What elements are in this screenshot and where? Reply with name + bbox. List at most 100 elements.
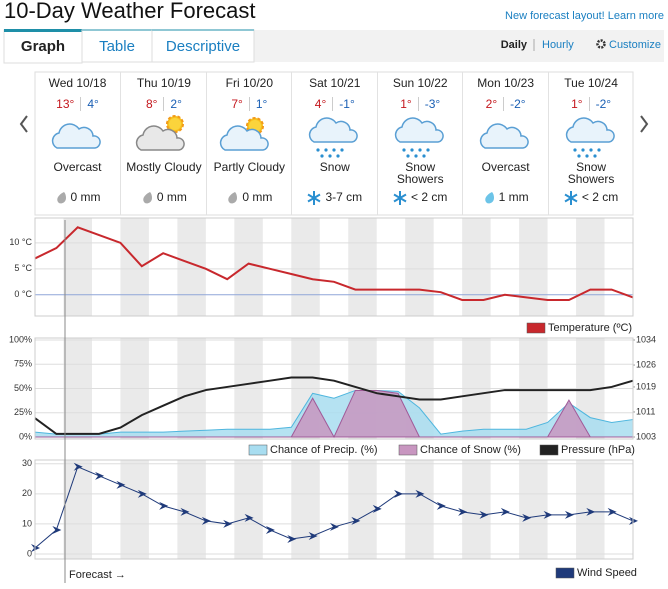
high-temp: 1° xyxy=(400,97,412,111)
condition: Overcast xyxy=(481,160,530,174)
high-temp: 4° xyxy=(314,97,327,111)
tab-bg xyxy=(81,29,153,63)
drop-icon xyxy=(228,191,238,204)
precip: 0 mm xyxy=(35,190,120,205)
wind-marker xyxy=(244,513,254,522)
temp-range: 1° -3° xyxy=(378,97,463,111)
snow-icon xyxy=(564,190,578,205)
high-temp: 2° xyxy=(485,97,498,111)
condition: Partly Cloudy xyxy=(213,160,286,174)
day-date: Thu 10/19 xyxy=(136,76,191,90)
time-band xyxy=(63,218,92,316)
legend-label: Wind Speed xyxy=(577,567,637,579)
day-column: Tue 10/24 1° -2° Snow Showers < 2 cm xyxy=(547,72,634,215)
precip-amount: 0 mm xyxy=(156,190,187,204)
snow-icon xyxy=(393,190,407,205)
wind-marker xyxy=(586,507,596,516)
condition: Overcast xyxy=(53,160,102,174)
day-date: Tue 10/24 xyxy=(564,76,618,90)
time-band xyxy=(405,460,434,559)
view-daily[interactable]: Daily xyxy=(501,39,528,51)
wind-marker xyxy=(95,471,105,480)
condition: Mostly Cloudy xyxy=(126,160,202,174)
snow-icon xyxy=(307,190,321,205)
y2-tick-label: 1026 xyxy=(636,359,656,369)
page-title: 10-Day Weather Forecast xyxy=(4,0,255,23)
wind-marker xyxy=(607,507,617,516)
tab[interactable]: Descriptive xyxy=(166,38,240,55)
plot-frame xyxy=(34,217,634,317)
plot-frame xyxy=(34,337,634,440)
plot-frame xyxy=(34,459,634,560)
tick-label: 0 °C xyxy=(14,289,32,299)
time-band xyxy=(519,460,548,559)
low-temp: -2° xyxy=(503,97,526,111)
day-date: Fri 10/20 xyxy=(225,76,274,90)
icon-wrap xyxy=(475,112,535,163)
tick-label: 10 xyxy=(22,518,32,528)
series-line xyxy=(34,226,634,301)
precip: < 2 cm xyxy=(549,190,634,205)
y2-tick-label: 1011 xyxy=(636,406,655,416)
legend-swatch xyxy=(398,444,418,456)
temp-range: 8° 2° xyxy=(121,97,206,111)
view-hourly[interactable]: Hourly xyxy=(542,39,574,51)
precip: 1 mm xyxy=(463,190,548,205)
temp-range: 7° 1° xyxy=(207,97,292,111)
next-arrow[interactable] xyxy=(640,115,649,133)
precip-amount: 1 mm xyxy=(498,190,529,204)
wind-marker xyxy=(372,504,382,513)
y2-tick-label: 1019 xyxy=(636,381,656,391)
condition: Snow Showers xyxy=(567,160,615,186)
wind-marker xyxy=(543,510,553,519)
drop-icon xyxy=(56,191,66,204)
wind-marker xyxy=(436,501,446,510)
precip-amount: < 2 cm xyxy=(411,190,448,204)
temp-range: 2° -2° xyxy=(463,97,548,111)
y2-tick-label: 1034 xyxy=(636,334,656,344)
wind-marker xyxy=(52,525,62,534)
wind-marker xyxy=(223,519,233,528)
legend-swatch xyxy=(555,567,575,579)
wind-marker xyxy=(479,510,489,519)
wind-marker xyxy=(265,525,275,534)
low-temp: 4° xyxy=(80,97,99,111)
tab[interactable]: Table xyxy=(99,38,135,55)
time-band xyxy=(291,218,320,316)
customize-link[interactable]: Customize xyxy=(609,39,661,51)
layout-link[interactable]: New forecast layout! Learn more xyxy=(505,10,664,22)
time-band xyxy=(291,460,320,559)
wind-marker xyxy=(180,507,190,516)
wind-marker xyxy=(116,480,126,489)
weather-icon xyxy=(394,117,444,158)
tick-label: 20 xyxy=(22,488,32,498)
day-date: Mon 10/23 xyxy=(477,76,534,90)
legend-label: Chance of Snow (%) xyxy=(420,444,521,456)
prev-arrow[interactable] xyxy=(19,115,28,133)
wind-marker xyxy=(394,489,404,498)
icon-wrap xyxy=(390,112,450,163)
legend-swatch xyxy=(539,444,559,456)
time-band xyxy=(63,460,92,559)
high-temp: 7° xyxy=(231,97,243,111)
high-temp: 1° xyxy=(571,97,583,111)
weather-icon xyxy=(565,117,615,158)
precip-amount: < 2 cm xyxy=(581,190,619,204)
time-band xyxy=(348,460,377,559)
tab-bg xyxy=(151,29,255,63)
series-line xyxy=(34,376,634,435)
wind-marker xyxy=(287,534,297,543)
tab[interactable]: Graph xyxy=(21,38,65,55)
condition: Snow xyxy=(319,160,350,174)
time-band xyxy=(462,218,491,316)
day-date: Sun 10/22 xyxy=(392,76,448,90)
series-area xyxy=(35,389,633,439)
temp-range: 13° 4° xyxy=(35,97,120,111)
wind-marker xyxy=(415,489,425,498)
time-band xyxy=(234,460,263,559)
icon-wrap xyxy=(561,112,621,163)
low-temp: -2° xyxy=(588,97,612,111)
wind-marker xyxy=(330,522,339,531)
